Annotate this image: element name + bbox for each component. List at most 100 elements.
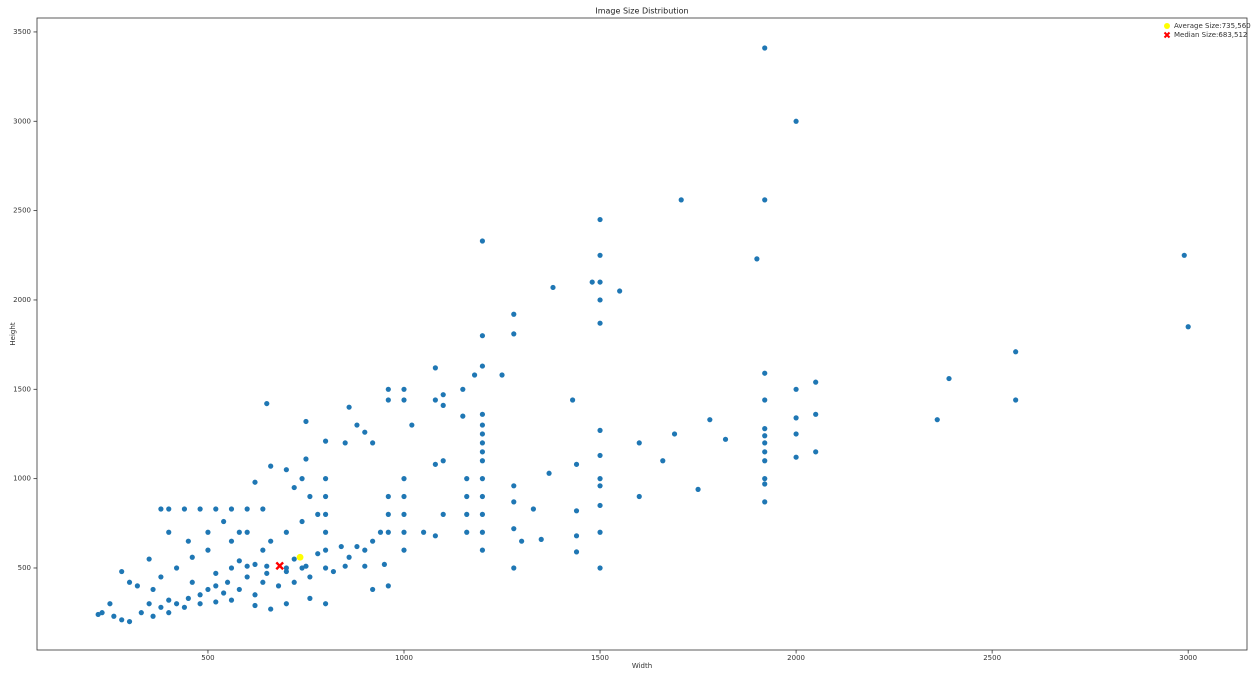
legend-item: Average Size:735,560 <box>1164 22 1251 30</box>
data-point <box>479 431 486 437</box>
data-point <box>224 579 231 585</box>
data-point <box>362 547 368 553</box>
data-point <box>283 568 289 575</box>
data-point <box>519 538 525 544</box>
data-point <box>793 415 799 421</box>
summary-marker <box>296 553 304 561</box>
data-point <box>197 592 203 598</box>
data-point <box>597 502 603 509</box>
data-point <box>597 427 603 433</box>
data-point <box>138 610 144 616</box>
data-point <box>126 579 133 585</box>
data-point <box>158 506 164 512</box>
data-point <box>362 429 368 435</box>
data-point <box>146 601 152 607</box>
data-point <box>342 440 348 446</box>
data-point <box>597 320 603 326</box>
data-point <box>617 288 623 294</box>
y-tick-label: 1500 <box>13 385 31 393</box>
data-point <box>111 613 117 619</box>
data-point <box>762 440 768 446</box>
data-point <box>550 284 556 291</box>
data-point <box>150 586 156 593</box>
data-point <box>460 386 466 392</box>
data-point <box>401 547 407 553</box>
data-point <box>322 565 329 571</box>
x-tick-label: 1000 <box>395 654 413 662</box>
data-point <box>107 601 113 607</box>
data-point <box>546 470 552 476</box>
data-point <box>264 570 270 576</box>
data-point <box>385 583 391 589</box>
data-point <box>283 565 289 571</box>
x-axis-label: Width <box>632 662 652 670</box>
data-point <box>573 508 580 514</box>
data-point <box>401 476 407 482</box>
data-point <box>401 493 407 500</box>
data-point <box>762 499 768 505</box>
data-point <box>330 568 337 575</box>
data-point <box>303 456 309 462</box>
data-point <box>173 565 180 571</box>
data-point <box>158 604 164 610</box>
data-point <box>573 533 580 539</box>
summary-marker <box>275 561 284 571</box>
data-point <box>569 397 576 403</box>
data-point <box>511 331 517 337</box>
data-point <box>597 483 603 489</box>
data-point <box>597 452 603 459</box>
data-point <box>597 279 603 285</box>
data-point <box>244 574 250 580</box>
data-point <box>260 579 266 585</box>
data-point <box>252 592 258 598</box>
data-point <box>322 476 329 482</box>
data-point <box>511 499 517 505</box>
data-point <box>762 45 768 51</box>
data-point <box>597 297 603 303</box>
data-point <box>338 543 344 550</box>
data-point <box>236 529 242 535</box>
data-point <box>370 440 376 446</box>
data-point <box>934 417 940 423</box>
data-point <box>432 397 438 403</box>
data-point <box>303 563 309 569</box>
data-point <box>762 458 768 464</box>
chart-title: Image Size Distribution <box>595 7 688 16</box>
data-point <box>479 411 486 417</box>
data-point <box>228 597 235 603</box>
data-point <box>479 333 486 339</box>
data-point <box>228 506 235 512</box>
data-point <box>381 561 387 568</box>
data-point <box>346 404 352 410</box>
data-point <box>268 463 274 469</box>
data-point <box>385 493 391 500</box>
data-point <box>762 481 768 487</box>
data-point <box>307 493 313 500</box>
data-point <box>158 574 164 580</box>
data-point <box>119 568 125 575</box>
data-point <box>283 601 289 607</box>
data-point <box>511 565 517 571</box>
data-point <box>299 518 305 525</box>
data-point <box>762 397 768 403</box>
data-point <box>695 486 701 492</box>
data-point <box>354 422 360 428</box>
legend-marker <box>1163 31 1171 39</box>
y-tick-label: 500 <box>18 564 31 572</box>
data-point <box>432 533 438 539</box>
data-point <box>205 547 211 553</box>
data-point <box>479 440 486 446</box>
data-point <box>185 595 191 601</box>
data-point <box>597 565 603 571</box>
data-point <box>762 370 768 376</box>
data-point <box>793 431 799 437</box>
data-point <box>146 556 152 562</box>
legend-label: Average Size:735,560 <box>1174 22 1251 30</box>
data-point <box>678 197 684 203</box>
data-point <box>573 461 580 467</box>
data-point <box>346 554 352 560</box>
data-point <box>762 197 768 203</box>
legend-symbol <box>1164 23 1170 29</box>
data-point <box>185 538 191 544</box>
data-point <box>181 604 188 610</box>
